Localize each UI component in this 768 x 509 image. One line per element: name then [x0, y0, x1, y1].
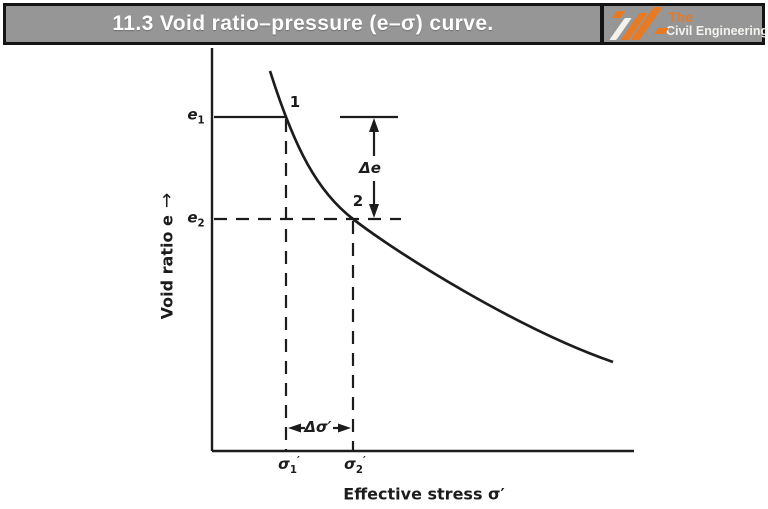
y-tick-label-e1: e1: [187, 105, 205, 127]
point-2-label: 2: [352, 192, 364, 210]
title-box: 11.3 Void ratio–pressure (e–σ) curve.: [6, 6, 600, 42]
logo-word-name: Civil Engineering: [666, 23, 768, 38]
delta-e-label: Δe: [359, 159, 381, 177]
figure-title: 11.3 Void ratio–pressure (e–σ) curve.: [112, 12, 494, 35]
figure-canvas: [210, 48, 634, 453]
x-axis-title: Effective stress σ′: [343, 484, 505, 504]
x-tick-label-sigma1: σ1′: [278, 453, 300, 477]
y-tick-label-e2: e2: [187, 208, 205, 230]
chart-area: [0, 45, 768, 509]
brand-logo: The Civil Engineering: [600, 5, 768, 43]
logo-slashes-icon: [604, 5, 670, 43]
logo-word-the: The: [668, 9, 693, 26]
delta-e-arrowhead-up-icon: [369, 118, 379, 132]
header-bar: 11.3 Void ratio–pressure (e–σ) curve. Th…: [3, 3, 768, 45]
delta-e-arrowhead-down-icon: [369, 204, 379, 218]
delta-sigma-arrowhead-left-icon: [288, 423, 301, 433]
delta-sigma-arrowhead-right-icon: [338, 423, 351, 433]
point-1-label: 1: [289, 93, 301, 111]
y-axis-arrow-icon: →: [156, 192, 178, 209]
x-tick-label-sigma2: σ2′: [344, 453, 366, 477]
logo-slash-dash-top: [611, 11, 626, 18]
y-axis-title: Void ratio e→: [156, 192, 178, 320]
logo-text: The Civil Engineering: [666, 10, 768, 38]
delta-sigma-label: Δσ′: [304, 418, 332, 436]
compression-curve: [268, 70, 614, 364]
